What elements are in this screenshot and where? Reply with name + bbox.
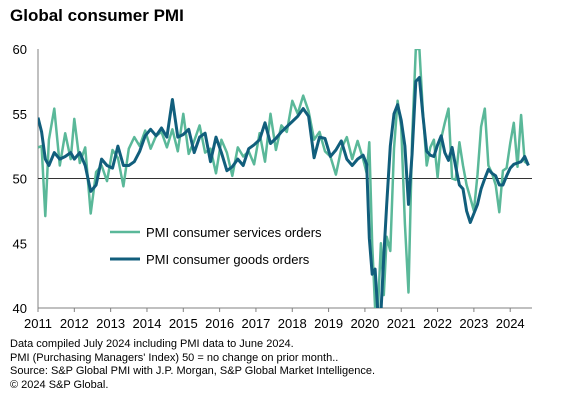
x-tick-label: 2014 [133,316,162,331]
y-tick-label: 45 [13,236,27,251]
y-tick-label: 60 [13,42,27,57]
x-tick-label: 2023 [459,316,488,331]
note-source: Source: S&P Global PMI with J.P. Morgan,… [10,365,376,377]
x-tick-label: 2020 [350,316,379,331]
x-tick-label: 2019 [314,316,343,331]
line-chart: 40 45 50 55 60 2011 2012 2013 2014 2015 2016 2017 20… [13,42,532,331]
x-tick-label: 2022 [423,316,452,331]
note-pmi-definition: PMI (Purchasing Managers' Index) 50 = no… [10,351,339,364]
footnotes: Data compiled July 2024 including PMI da… [10,338,375,392]
note-copyright: © 2024 S&P Global. [10,378,109,391]
note-data-compiled: Data compiled July 2024 including PMI da… [10,338,294,350]
legend-label-1: PMI consumer goods orders [146,252,310,267]
chart-title: Global consumer PMI [10,6,184,25]
x-tick-label: 2012 [60,316,89,331]
x-tick-label: 2017 [241,316,270,331]
series-line-0 [38,49,530,308]
x-tick-label: 2024 [496,316,525,331]
y-tick-label: 55 [13,107,27,122]
legend-label-0: PMI consumer services orders [146,225,322,240]
y-tick-label: 50 [13,172,27,187]
y-tick-label: 40 [13,301,27,316]
x-tick-label: 2013 [96,316,125,331]
axes-layer: 40 45 50 55 60 2011 2012 2013 2014 2015 2016 2017 20… [13,42,532,331]
series-line-1 [38,76,530,308]
legend: PMI consumer services orders PMI consumer… [110,225,322,267]
x-tick-label: 2018 [278,316,307,331]
series-layer [38,49,530,308]
x-tick-label: 2015 [169,316,198,331]
x-tick-label: 2021 [387,316,416,331]
x-tick-label: 2011 [24,316,52,331]
x-tick-label: 2016 [205,316,234,331]
